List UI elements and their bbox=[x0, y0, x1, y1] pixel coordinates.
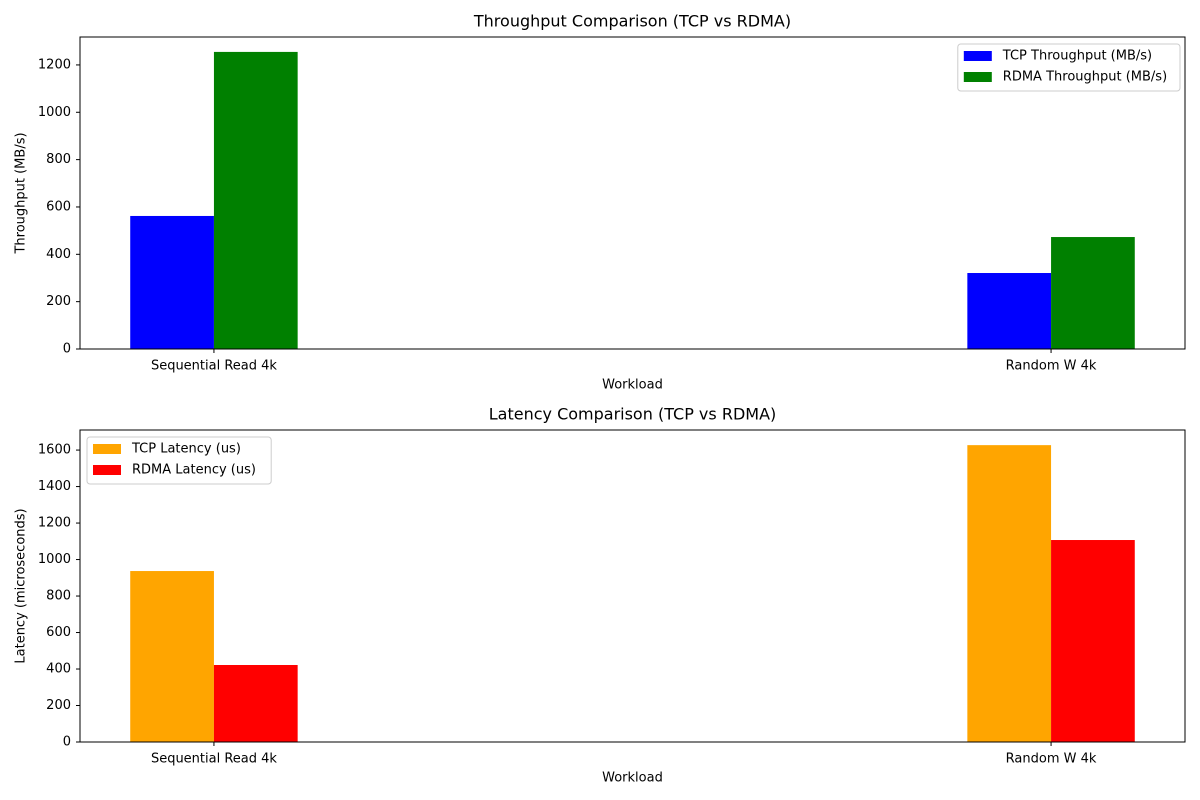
chart-title: Throughput Comparison (TCP vs RDMA) bbox=[473, 12, 791, 31]
y-axis-label: Latency (microseconds) bbox=[14, 508, 29, 663]
legend-swatch bbox=[93, 444, 121, 454]
bar bbox=[130, 571, 214, 742]
legend-swatch bbox=[963, 72, 992, 82]
y-tick-label: 800 bbox=[46, 152, 71, 167]
y-tick-label: 400 bbox=[46, 247, 71, 262]
x-tick-label: Sequential Read 4k bbox=[151, 359, 277, 374]
x-axis-label: Workload bbox=[602, 378, 663, 393]
legend-swatch bbox=[93, 465, 121, 475]
legend-box bbox=[86, 436, 272, 485]
y-tick-label: 400 bbox=[46, 662, 71, 677]
legend-label: TCP Throughput (MB/s) bbox=[1002, 49, 1152, 64]
y-tick-label: 1000 bbox=[38, 552, 71, 567]
y-tick-label: 1200 bbox=[38, 516, 71, 531]
bar bbox=[213, 51, 298, 349]
bar bbox=[967, 445, 1052, 742]
chart-title: Latency Comparison (TCP vs RDMA) bbox=[489, 405, 777, 424]
x-axis-label: Workload bbox=[602, 771, 663, 786]
y-tick-label: 200 bbox=[46, 294, 71, 309]
y-tick-label: 800 bbox=[46, 589, 71, 604]
x-tick-label: Random W 4k bbox=[1006, 359, 1097, 374]
legend-label: RDMA Latency (us) bbox=[132, 463, 256, 478]
legend-box bbox=[957, 43, 1181, 92]
y-axis-label: Throughput (MB/s) bbox=[14, 132, 29, 254]
bar bbox=[213, 665, 298, 742]
y-tick-label: 600 bbox=[46, 199, 71, 214]
y-tick-label: 1000 bbox=[38, 105, 71, 120]
bar bbox=[1051, 540, 1135, 742]
legend-swatch bbox=[963, 51, 992, 61]
x-tick-label: Random W 4k bbox=[1006, 752, 1097, 767]
y-tick-label: 600 bbox=[46, 625, 71, 640]
legend-label: TCP Latency (us) bbox=[131, 442, 241, 457]
bar bbox=[130, 215, 214, 349]
plot-frame bbox=[79, 36, 1186, 350]
legend-label: RDMA Throughput (MB/s) bbox=[1003, 70, 1167, 85]
plot-frame bbox=[79, 429, 1186, 743]
y-tick-label: 1600 bbox=[38, 443, 71, 458]
y-tick-label: 1400 bbox=[38, 479, 71, 494]
bar bbox=[1051, 237, 1135, 349]
y-tick-label: 0 bbox=[63, 342, 71, 357]
y-tick-label: 200 bbox=[46, 698, 71, 713]
y-tick-label: 0 bbox=[63, 735, 71, 750]
bar bbox=[967, 273, 1052, 349]
x-tick-label: Sequential Read 4k bbox=[151, 752, 277, 767]
y-tick-label: 1200 bbox=[38, 57, 71, 72]
